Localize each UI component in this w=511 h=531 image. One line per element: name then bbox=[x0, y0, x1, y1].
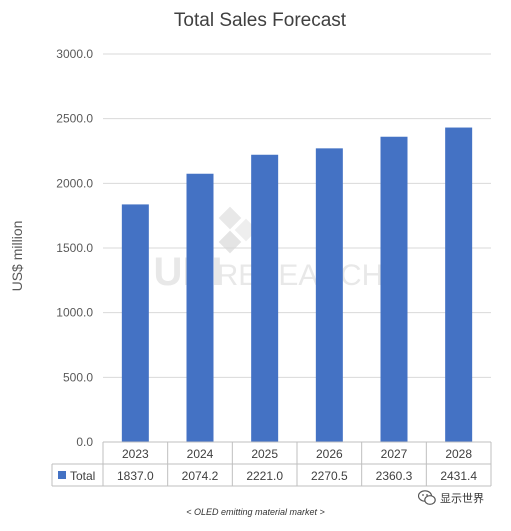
caption: < OLED emitting material market > bbox=[186, 507, 325, 517]
y-tick-label: 1000.0 bbox=[56, 306, 93, 320]
y-tick-label: 2000.0 bbox=[56, 176, 93, 190]
data-label: 2270.5 bbox=[311, 469, 348, 483]
wechat-badge: 显示世界 bbox=[418, 488, 484, 508]
bar bbox=[380, 136, 408, 442]
chart-title: Total Sales Forecast bbox=[174, 10, 347, 31]
wechat-label: 显示世界 bbox=[440, 492, 484, 505]
wechat-icon bbox=[418, 490, 436, 505]
x-tick-label: 2027 bbox=[381, 447, 408, 461]
bar bbox=[251, 154, 279, 442]
x-tick-label: 2025 bbox=[251, 447, 278, 461]
y-axis-label: US$ million bbox=[9, 221, 25, 292]
bar bbox=[445, 127, 473, 442]
watermark-text: RESEARCH bbox=[217, 259, 384, 292]
data-label: 1837.0 bbox=[117, 469, 154, 483]
x-tick-label: 2028 bbox=[445, 447, 472, 461]
x-tick-label: 2026 bbox=[316, 447, 343, 461]
y-tick-label: 2500.0 bbox=[56, 112, 93, 126]
y-tick-label: 3000.0 bbox=[56, 47, 93, 61]
data-label: 2074.2 bbox=[182, 469, 219, 483]
bar bbox=[121, 204, 149, 442]
x-tick-label: 2024 bbox=[187, 447, 214, 461]
data-label: 2360.3 bbox=[376, 469, 413, 483]
data-label: 2431.4 bbox=[440, 469, 477, 483]
x-tick-label: 2023 bbox=[122, 447, 149, 461]
y-tick-label: 0.0 bbox=[76, 435, 93, 449]
data-label: 2221.0 bbox=[246, 469, 283, 483]
legend-label: Total bbox=[70, 469, 95, 483]
y-tick-label: 1500.0 bbox=[56, 241, 93, 255]
bar bbox=[315, 148, 343, 442]
bar bbox=[186, 173, 214, 442]
legend-swatch bbox=[58, 471, 66, 479]
y-tick-label: 500.0 bbox=[63, 370, 93, 384]
